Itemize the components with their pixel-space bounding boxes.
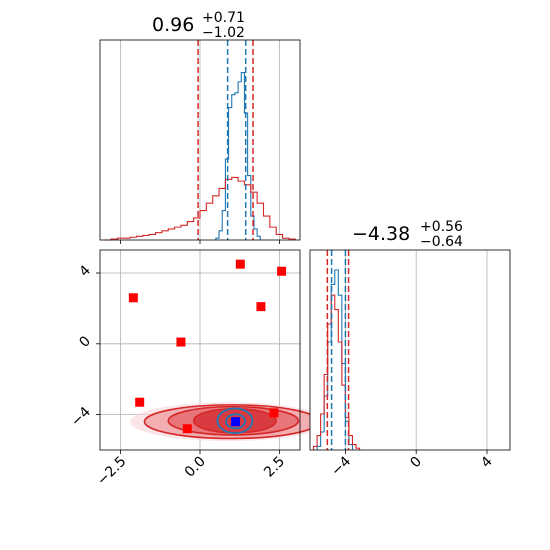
x-tick-label-0: −2.5 xyxy=(94,454,129,489)
x-tick-label-1: 0 xyxy=(407,454,425,472)
title-param-1-value: −4.38 xyxy=(352,223,410,245)
panel-background xyxy=(310,250,510,450)
blue-square-point xyxy=(231,417,241,427)
x-tick-label-2: 2.5 xyxy=(261,454,288,481)
title-param-1-lower: −0.64 xyxy=(420,234,463,250)
panel-frame xyxy=(309,249,511,451)
x-tick-label-0: −4 xyxy=(328,453,354,479)
title-param-0-value: 0.96 xyxy=(152,14,194,36)
red-square-point-0 xyxy=(235,259,245,269)
red-square-point-1 xyxy=(277,266,287,276)
contour-blue-3 xyxy=(216,407,254,435)
histogram-series-1 xyxy=(312,294,361,450)
red-square-point-7 xyxy=(269,408,279,418)
contour-blue-4 xyxy=(225,413,246,430)
y-tick-label-1: 0 xyxy=(76,333,94,351)
red-square-point-3 xyxy=(256,302,266,312)
x-tick-label-2: 4 xyxy=(478,453,496,471)
red-square-point-2 xyxy=(128,293,138,303)
histogram-series-0 xyxy=(215,72,261,240)
histogram-series-1 xyxy=(104,176,296,241)
histogram-series-0 xyxy=(316,269,354,450)
red-square-point-4 xyxy=(176,337,186,347)
title-param-1-upper: +0.56 xyxy=(420,219,463,235)
title-param-0-upper: +0.71 xyxy=(202,10,245,26)
title-param-0-lower: −1.02 xyxy=(202,25,245,41)
joint-scatter-panel: −2.5 0.0 2.5 −4 0 4 xyxy=(68,249,327,489)
y-tick-label-2: 4 xyxy=(76,262,94,280)
x-tick-label-1: 0.0 xyxy=(182,454,209,481)
red-square-point-5 xyxy=(135,397,145,407)
marginal-histogram-param-0 xyxy=(99,39,301,244)
title-param-1: −4.38 +0.56 −0.64 xyxy=(352,219,463,250)
marginal-histogram-param-1: −4 0 4 xyxy=(309,249,511,479)
red-square-point-6 xyxy=(182,424,192,434)
title-param-0: 0.96 +0.71 −1.02 xyxy=(152,10,245,41)
y-tick-label-0: −4 xyxy=(68,404,94,430)
